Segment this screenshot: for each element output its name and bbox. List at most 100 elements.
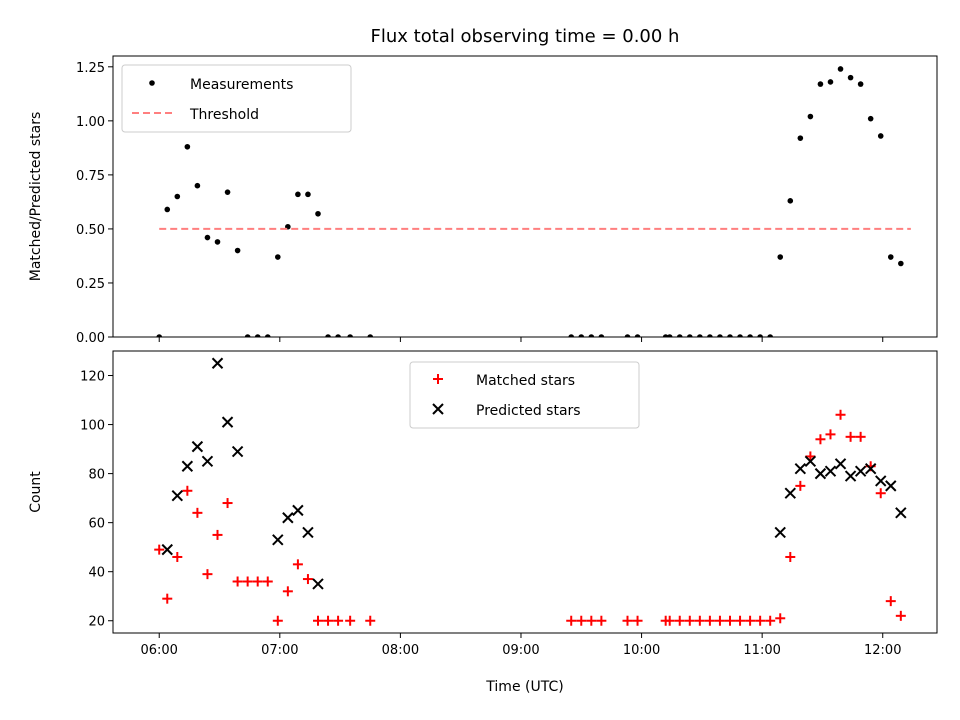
legend-label-predicted: Predicted stars bbox=[476, 403, 581, 419]
measurement-point bbox=[867, 115, 874, 122]
matched-star-marker bbox=[232, 576, 243, 587]
matched-star-marker bbox=[292, 559, 303, 570]
top-legend: Measurements Threshold bbox=[121, 64, 352, 133]
measurement-point bbox=[325, 334, 331, 337]
measurement-point bbox=[837, 66, 844, 72]
matched-star-marker bbox=[345, 615, 356, 626]
measurement-point bbox=[224, 189, 231, 195]
matched-star-marker bbox=[192, 507, 203, 518]
legend-label-threshold: Threshold bbox=[189, 107, 259, 123]
bottom-y-tick-label: 100 bbox=[80, 419, 105, 434]
matched-star-marker bbox=[222, 498, 233, 509]
matched-star-marker bbox=[845, 431, 856, 442]
x-tick-label: 10:00 bbox=[623, 643, 660, 658]
measurement-point bbox=[156, 334, 163, 337]
predicted-star-marker bbox=[885, 480, 897, 492]
measurement-point bbox=[717, 334, 723, 337]
measurement-point bbox=[697, 334, 703, 337]
measurement-point bbox=[588, 334, 595, 337]
bottom-legend: Matched stars Predicted stars bbox=[409, 361, 640, 429]
x-tick-label: 07:00 bbox=[261, 643, 298, 658]
top-y-tick-label: 0.75 bbox=[76, 169, 105, 184]
measurement-point bbox=[727, 334, 733, 337]
bottom-y-tick-label: 120 bbox=[80, 370, 105, 385]
measurement-point bbox=[857, 81, 864, 87]
x-tick-label: 09:00 bbox=[502, 643, 539, 658]
predicted-star-marker bbox=[191, 440, 204, 453]
predicted-star-marker bbox=[854, 465, 867, 477]
matched-star-marker bbox=[622, 615, 633, 626]
top-y-tick-label: 1.00 bbox=[76, 115, 105, 130]
matched-star-marker bbox=[875, 488, 886, 499]
top-axes-frame bbox=[112, 55, 938, 338]
measurement-point bbox=[234, 247, 241, 254]
legend-label-matched: Matched stars bbox=[476, 373, 575, 389]
measurement-point bbox=[898, 260, 904, 267]
measurement-point bbox=[254, 334, 261, 337]
matched-star-marker bbox=[282, 586, 293, 597]
predicted-star-marker bbox=[171, 489, 184, 502]
matched-star-marker bbox=[825, 429, 836, 440]
bottom-y-tick-label: 40 bbox=[88, 566, 105, 581]
x-tick-label: 11:00 bbox=[743, 643, 780, 658]
legend-label-measurements: Measurements bbox=[190, 77, 293, 93]
matched-star-marker bbox=[172, 551, 183, 562]
matched-star-marker bbox=[323, 615, 334, 626]
matched-star-marker bbox=[586, 615, 597, 626]
matched-star-marker bbox=[162, 593, 173, 604]
measurement-point bbox=[687, 334, 693, 337]
measurement-point bbox=[767, 334, 773, 337]
matched-star-marker bbox=[302, 574, 313, 585]
x-tick-label: 12:00 bbox=[864, 643, 901, 658]
predicted-star-marker bbox=[272, 534, 284, 546]
measurement-point bbox=[244, 334, 251, 337]
bottom-y-tick-label: 60 bbox=[88, 517, 105, 532]
measurement-point bbox=[887, 254, 894, 260]
matched-star-marker bbox=[815, 434, 826, 445]
measurement-point bbox=[568, 334, 575, 337]
matched-star-marker bbox=[735, 615, 746, 626]
predicted-star-marker bbox=[895, 507, 907, 519]
predicted-star-marker bbox=[312, 578, 324, 590]
predicted-star-marker bbox=[181, 460, 194, 472]
predicted-star-marker bbox=[814, 467, 827, 480]
measurement-point bbox=[707, 334, 713, 337]
predicted-star-marker bbox=[282, 512, 294, 524]
x-tick-label: 06:00 bbox=[140, 643, 177, 658]
predicted-star-marker bbox=[161, 543, 173, 556]
figure-title: Flux total observing time = 0.00 h bbox=[371, 26, 680, 47]
bottom-y-tick-label: 80 bbox=[88, 468, 105, 483]
predicted-star-marker bbox=[804, 455, 817, 468]
bottom-plot-area bbox=[154, 357, 907, 626]
measurement-point bbox=[335, 334, 341, 337]
measurement-point bbox=[777, 254, 784, 260]
matched-star-marker bbox=[212, 529, 223, 540]
matched-star-marker bbox=[312, 615, 323, 626]
measurement-point bbox=[347, 334, 353, 337]
top-y-tick-label: 0.00 bbox=[76, 331, 105, 346]
measurement-point bbox=[174, 193, 181, 200]
matched-star-marker bbox=[333, 615, 344, 626]
matched-star-marker bbox=[855, 431, 866, 442]
top-plot-area bbox=[156, 66, 911, 337]
measurement-point bbox=[757, 334, 763, 337]
predicted-star-marker bbox=[784, 487, 796, 499]
measurement-point bbox=[214, 239, 221, 245]
measurement-point bbox=[305, 191, 311, 198]
measurement-point bbox=[315, 210, 321, 217]
matched-star-marker bbox=[805, 451, 816, 462]
matched-star-marker bbox=[202, 569, 213, 580]
matched-star-marker bbox=[714, 615, 725, 626]
bottom-series-1 bbox=[154, 409, 906, 626]
top-y-tick-label: 0.50 bbox=[76, 223, 105, 238]
measurement-point bbox=[598, 334, 605, 337]
measurement-point bbox=[817, 81, 824, 87]
predicted-star-marker bbox=[292, 504, 304, 517]
measurement-point bbox=[666, 334, 673, 337]
predicted-star-marker bbox=[302, 526, 314, 539]
measurement-point bbox=[264, 334, 271, 337]
measurement-point bbox=[624, 334, 631, 337]
measurement-point bbox=[807, 113, 814, 120]
predicted-star-marker bbox=[221, 416, 234, 428]
measurement-point bbox=[295, 191, 301, 198]
